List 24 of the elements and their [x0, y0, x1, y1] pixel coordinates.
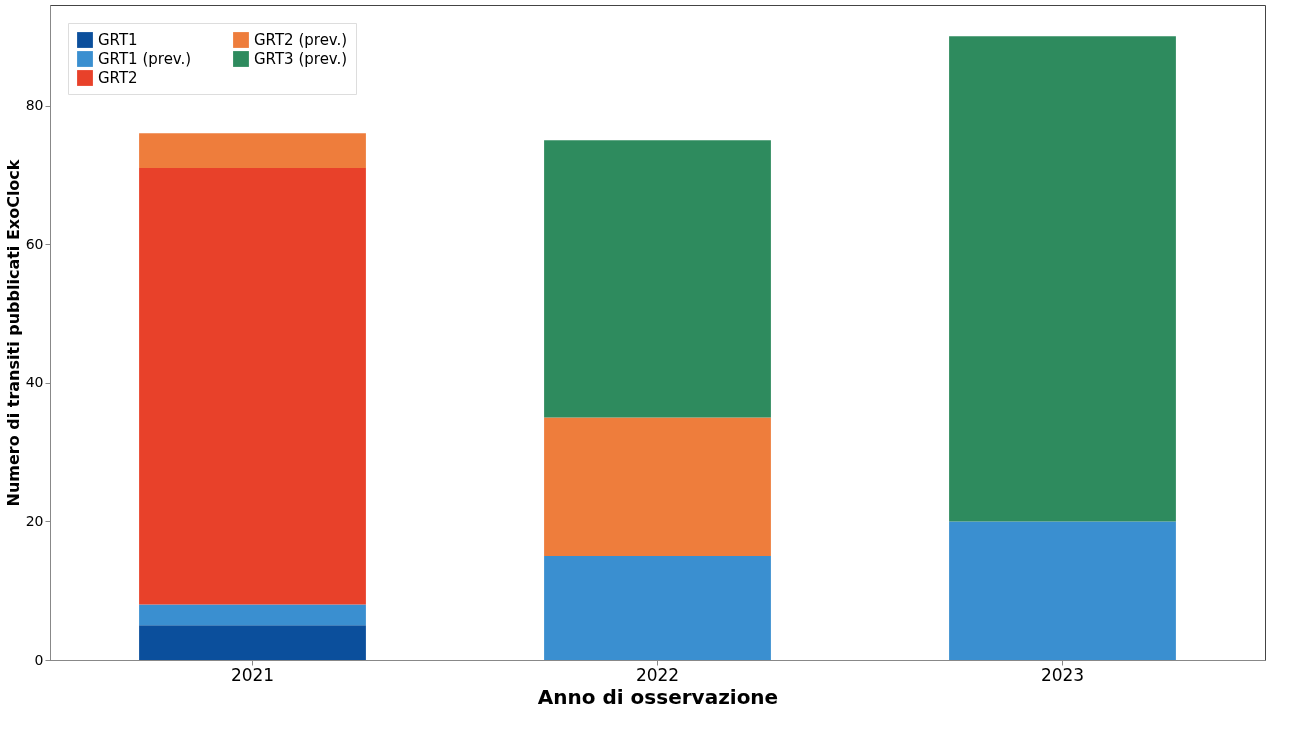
bar [949, 36, 1176, 522]
x-axis-title: Anno di osservazione [537, 684, 779, 709]
bar [139, 133, 366, 168]
y-tick-label: 0 [34, 651, 44, 668]
bar [544, 140, 771, 418]
y-tick-label: 40 [25, 374, 44, 391]
y-tick-label: 20 [25, 512, 44, 529]
x-tick-label: 2021 [230, 664, 275, 685]
bar [139, 167, 366, 605]
legend-label: GRT2 [98, 69, 138, 87]
y-axis-title: Numero di transiti pubblicati ExoClock [3, 159, 23, 507]
legend-label: GRT1 [98, 31, 138, 49]
bar [139, 604, 366, 626]
legend-label: GRT1 (prev.) [98, 50, 192, 68]
bar [544, 417, 771, 557]
legend-label: GRT2 (prev.) [254, 31, 348, 49]
x-tick-label: 2022 [635, 664, 680, 685]
x-tick-label: 2023 [1040, 664, 1085, 685]
bar [139, 625, 366, 660]
legend-label: GRT3 (prev.) [254, 50, 348, 68]
bar [949, 521, 1176, 660]
y-tick-label: 80 [25, 97, 44, 113]
y-tick-label: 60 [25, 235, 44, 252]
bar [544, 556, 771, 660]
